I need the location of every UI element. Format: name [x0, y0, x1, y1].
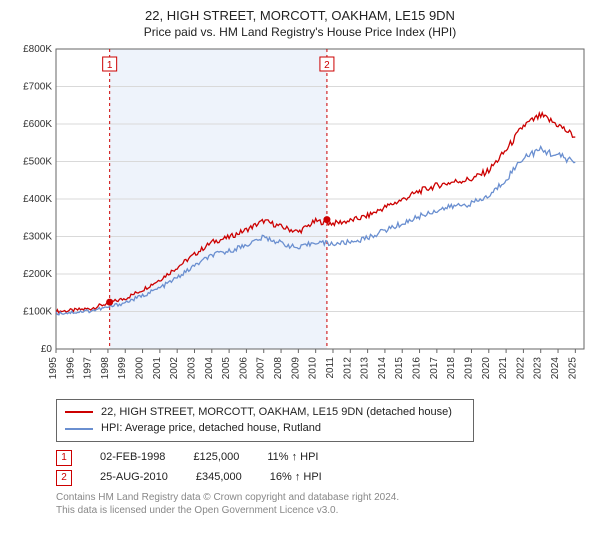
event-row: 1 02-FEB-1998 £125,000 11% ↑ HPI: [56, 448, 590, 468]
event-price: £125,000: [193, 448, 239, 468]
svg-text:2018: 2018: [446, 356, 457, 379]
svg-text:2022: 2022: [515, 356, 526, 379]
legend-swatch-hpi: [65, 428, 93, 430]
legend-label: HPI: Average price, detached house, Rutl…: [101, 420, 321, 437]
event-marker-icon: 2: [56, 470, 72, 486]
svg-text:2023: 2023: [533, 356, 544, 379]
svg-text:2007: 2007: [256, 356, 267, 379]
svg-text:2009: 2009: [290, 356, 301, 379]
svg-text:£700K: £700K: [23, 81, 52, 92]
svg-text:2012: 2012: [342, 356, 353, 379]
svg-text:2024: 2024: [550, 356, 561, 379]
svg-text:£300K: £300K: [23, 231, 52, 242]
svg-text:£500K: £500K: [23, 156, 52, 167]
legend-label: 22, HIGH STREET, MORCOTT, OAKHAM, LE15 9…: [101, 404, 452, 421]
svg-text:1997: 1997: [83, 356, 94, 379]
svg-text:2017: 2017: [429, 356, 440, 379]
svg-text:2016: 2016: [412, 356, 423, 379]
svg-text:1999: 1999: [117, 356, 128, 379]
svg-text:£600K: £600K: [23, 119, 52, 130]
event-date: 25-AUG-2010: [100, 468, 168, 488]
legend-box: 22, HIGH STREET, MORCOTT, OAKHAM, LE15 9…: [56, 399, 474, 442]
svg-text:2001: 2001: [152, 356, 163, 379]
svg-text:1995: 1995: [48, 356, 59, 379]
svg-text:2000: 2000: [135, 356, 146, 379]
svg-text:2020: 2020: [481, 356, 492, 379]
chart-area: £0 £100K £200K £300K £400K £500K £600K £700K £80…: [10, 45, 590, 393]
legend-item: 22, HIGH STREET, MORCOTT, OAKHAM, LE15 9…: [65, 404, 465, 421]
event-price: £345,000: [196, 468, 242, 488]
chart-title: 22, HIGH STREET, MORCOTT, OAKHAM, LE15 9…: [10, 8, 590, 25]
svg-text:2011: 2011: [325, 356, 336, 378]
footer-line: Contains HM Land Registry data © Crown c…: [56, 491, 590, 504]
event-marker-icon: 1: [56, 450, 72, 466]
legend-item: HPI: Average price, detached house, Rutl…: [65, 420, 465, 437]
event-date: 02-FEB-1998: [100, 448, 165, 468]
svg-text:2002: 2002: [169, 356, 180, 379]
events-table: 1 02-FEB-1998 £125,000 11% ↑ HPI 2 25-AU…: [56, 448, 590, 488]
event-row: 2 25-AUG-2010 £345,000 16% ↑ HPI: [56, 468, 590, 488]
svg-text:2019: 2019: [463, 356, 474, 379]
footer-line: This data is licensed under the Open Gov…: [56, 504, 590, 517]
svg-text:2: 2: [324, 60, 330, 71]
svg-text:2021: 2021: [498, 356, 509, 379]
svg-text:£100K: £100K: [23, 306, 52, 317]
event-delta: 11% ↑ HPI: [267, 448, 318, 468]
svg-text:£0: £0: [41, 344, 53, 355]
svg-text:2015: 2015: [394, 356, 405, 379]
svg-text:2004: 2004: [204, 356, 215, 379]
svg-text:2013: 2013: [360, 356, 371, 379]
svg-text:2006: 2006: [238, 356, 249, 379]
svg-text:1996: 1996: [65, 356, 76, 379]
event-delta: 16% ↑ HPI: [270, 468, 322, 488]
svg-text:£800K: £800K: [23, 45, 52, 55]
svg-text:£400K: £400K: [23, 194, 52, 205]
svg-text:1: 1: [107, 60, 113, 71]
svg-text:1998: 1998: [100, 356, 111, 379]
svg-text:£200K: £200K: [23, 269, 52, 280]
svg-text:2005: 2005: [221, 356, 232, 379]
svg-text:2010: 2010: [308, 356, 319, 379]
chart-subtitle: Price paid vs. HM Land Registry's House …: [10, 25, 590, 39]
svg-text:2008: 2008: [273, 356, 284, 379]
line-chart-svg: £0 £100K £200K £300K £400K £500K £600K £700K £80…: [10, 45, 590, 393]
svg-text:2025: 2025: [567, 356, 578, 379]
svg-text:2014: 2014: [377, 356, 388, 379]
svg-text:2003: 2003: [186, 356, 197, 379]
attribution-footer: Contains HM Land Registry data © Crown c…: [56, 491, 590, 517]
legend-swatch-property: [65, 411, 93, 413]
